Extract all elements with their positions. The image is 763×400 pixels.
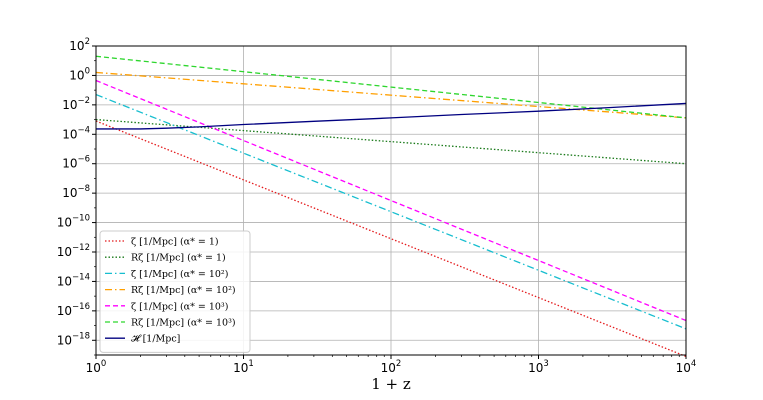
y-tick-label: 10−18	[57, 331, 90, 347]
y-tick-label: 10−4	[62, 125, 90, 141]
legend-label: ζ [1/Mpc] (α* = 10³)	[131, 301, 228, 312]
series-line-1	[95, 120, 687, 358]
axis-ticks: 100 101 102 103 104 102 100 10−2 10−4 10−6 10−8 10−…	[57, 37, 697, 375]
series-line-3	[95, 93, 687, 330]
y-tick-label: 10−12	[57, 243, 90, 259]
legend-label: ζ [1/Mpc] (α* = 1)	[131, 237, 219, 248]
y-tick-label: 100	[69, 66, 90, 82]
series-line-7	[96, 102, 687, 130]
legend-label: Rζ [1/Mpc] (α* = 10²)	[131, 285, 236, 296]
y-tick-label: 10−2	[62, 96, 90, 112]
legend-label: 𝓗 [1/Mpc]	[131, 334, 180, 345]
x-tick-label: 103	[528, 359, 549, 375]
series-line-4	[95, 71, 687, 119]
x-tick-label: 101	[233, 359, 254, 375]
x-tick-label: 100	[86, 359, 107, 375]
y-tick-label: 102	[69, 37, 90, 53]
legend-label: Rζ [1/Mpc] (α* = 1)	[131, 253, 226, 264]
plot-series	[95, 55, 687, 358]
legend-label: Rζ [1/Mpc] (α* = 10³)	[131, 318, 236, 329]
x-tick-label: 102	[381, 359, 402, 375]
y-tick-label: 10−6	[62, 155, 90, 171]
y-tick-label: 10−14	[57, 272, 90, 288]
series-line-5	[95, 79, 687, 322]
x-axis-label: 1 + z	[371, 375, 411, 393]
y-tick-label: 10−8	[62, 184, 90, 200]
x-tick-label: 104	[676, 359, 697, 375]
legend-box	[99, 230, 251, 353]
y-tick-label: 10−16	[57, 302, 90, 318]
series-line-6	[95, 55, 687, 119]
legend-label: ζ [1/Mpc] (α* = 10²)	[131, 269, 228, 280]
y-tick-label: 10−10	[57, 214, 90, 230]
legend: ζ [1/Mpc] (α* = 1) Rζ [1/Mpc] (α* = 1) ζ […	[99, 230, 251, 353]
